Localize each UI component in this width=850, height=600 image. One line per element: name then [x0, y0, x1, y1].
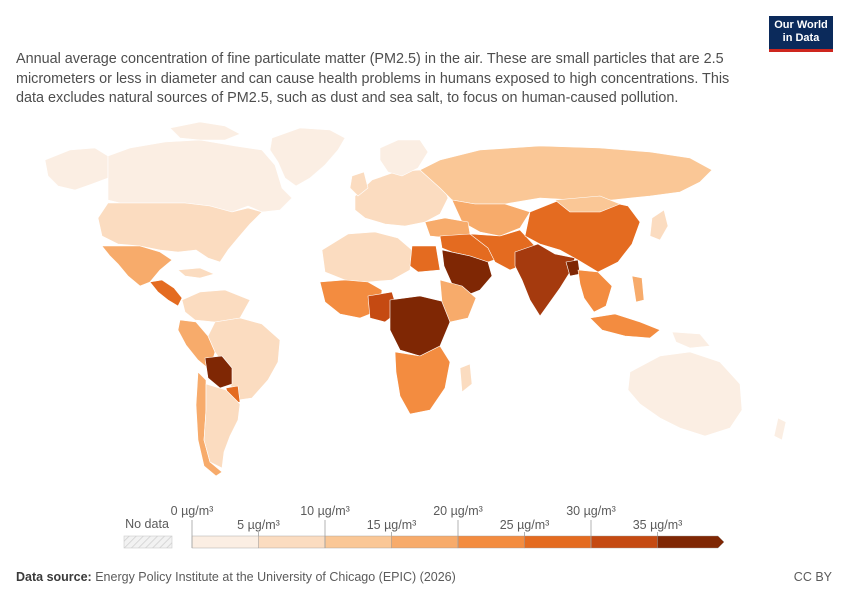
legend-ticks — [191, 520, 658, 548]
legend-bin-2[interactable] — [324, 535, 392, 549]
region-north-africa-west[interactable] — [321, 231, 413, 283]
region-russia[interactable] — [419, 145, 713, 205]
region-caribbean[interactable] — [177, 267, 215, 279]
legend-bottom-label-0: 5 µg/m³ — [237, 518, 280, 532]
region-madagascar[interactable] — [459, 363, 473, 393]
legend-bottom-label-3: 35 µg/m³ — [633, 518, 683, 532]
region-east-africa[interactable] — [439, 279, 477, 323]
legend-bottom-label-1: 15 µg/m³ — [367, 518, 417, 532]
legend-bin-3[interactable] — [391, 535, 459, 549]
region-southeast-asia[interactable] — [577, 269, 613, 313]
region-greenland[interactable] — [269, 127, 346, 187]
legend-bin-1[interactable] — [258, 535, 326, 549]
legend-bin-5[interactable] — [524, 535, 592, 549]
legend-bottom-label-2: 25 µg/m³ — [500, 518, 550, 532]
legend-no-data-swatch — [123, 535, 173, 549]
region-northern-south-america[interactable] — [181, 289, 251, 323]
region-philippines[interactable] — [631, 275, 645, 303]
region-papua[interactable] — [671, 331, 711, 349]
region-new-zealand[interactable] — [773, 417, 787, 441]
region-argentina[interactable] — [203, 383, 241, 469]
region-indonesia[interactable] — [589, 313, 661, 339]
data-source-text[interactable]: Energy Policy Institute at the Universit… — [95, 570, 456, 584]
legend-bin-6[interactable] — [590, 535, 658, 549]
chart-subtitle: Annual average concentration of fine par… — [16, 51, 730, 106]
data-source: Data source: Energy Policy Institute at … — [16, 570, 456, 584]
region-central-america[interactable] — [149, 279, 183, 307]
region-arctic-islands[interactable] — [169, 121, 241, 141]
region-united-states[interactable] — [97, 202, 263, 263]
logo-line-2: in Data — [782, 31, 820, 44]
legend-no-data-label: No data — [125, 517, 169, 531]
region-japan[interactable] — [649, 209, 669, 241]
region-uk-ireland[interactable] — [349, 171, 369, 197]
region-australia[interactable] — [627, 351, 743, 437]
legend-bin-0[interactable] — [191, 535, 259, 549]
legend-top-label-2: 20 µg/m³ — [433, 504, 483, 518]
region-brazil[interactable] — [207, 317, 281, 401]
region-alaska[interactable] — [44, 147, 109, 191]
legend-labels: 0 µg/m³ 10 µg/m³ 20 µg/m³ 30 µg/m³ 5 µg/m³ 15… — [171, 504, 683, 532]
legend-top-label-3: 30 µg/m³ — [566, 504, 616, 518]
region-canada[interactable] — [107, 139, 293, 213]
region-scandinavia[interactable] — [379, 139, 429, 177]
region-southern-africa[interactable] — [394, 345, 451, 415]
legend-top-label-1: 10 µg/m³ — [300, 504, 350, 518]
legend-bin-4[interactable] — [457, 535, 525, 549]
data-source-label: Data source: — [16, 570, 92, 584]
region-bolivia[interactable] — [204, 355, 233, 389]
world-map — [44, 121, 787, 477]
logo-line-1: Our World — [774, 19, 828, 31]
region-mongolia[interactable] — [554, 195, 621, 213]
region-india[interactable] — [514, 243, 576, 317]
region-egypt[interactable] — [409, 245, 441, 273]
legend-bin-7[interactable] — [657, 535, 725, 549]
region-central-africa[interactable] — [389, 295, 451, 357]
map-legend: No data 0 µg/m³ 10 µg/m³ 20 µg/m³ 30 µg/m³ 5… — [123, 504, 725, 549]
license[interactable]: CC BY — [793, 570, 832, 584]
legend-top-label-0: 0 µg/m³ — [171, 504, 214, 518]
owid-logo[interactable]: Our World in Data — [769, 16, 833, 52]
